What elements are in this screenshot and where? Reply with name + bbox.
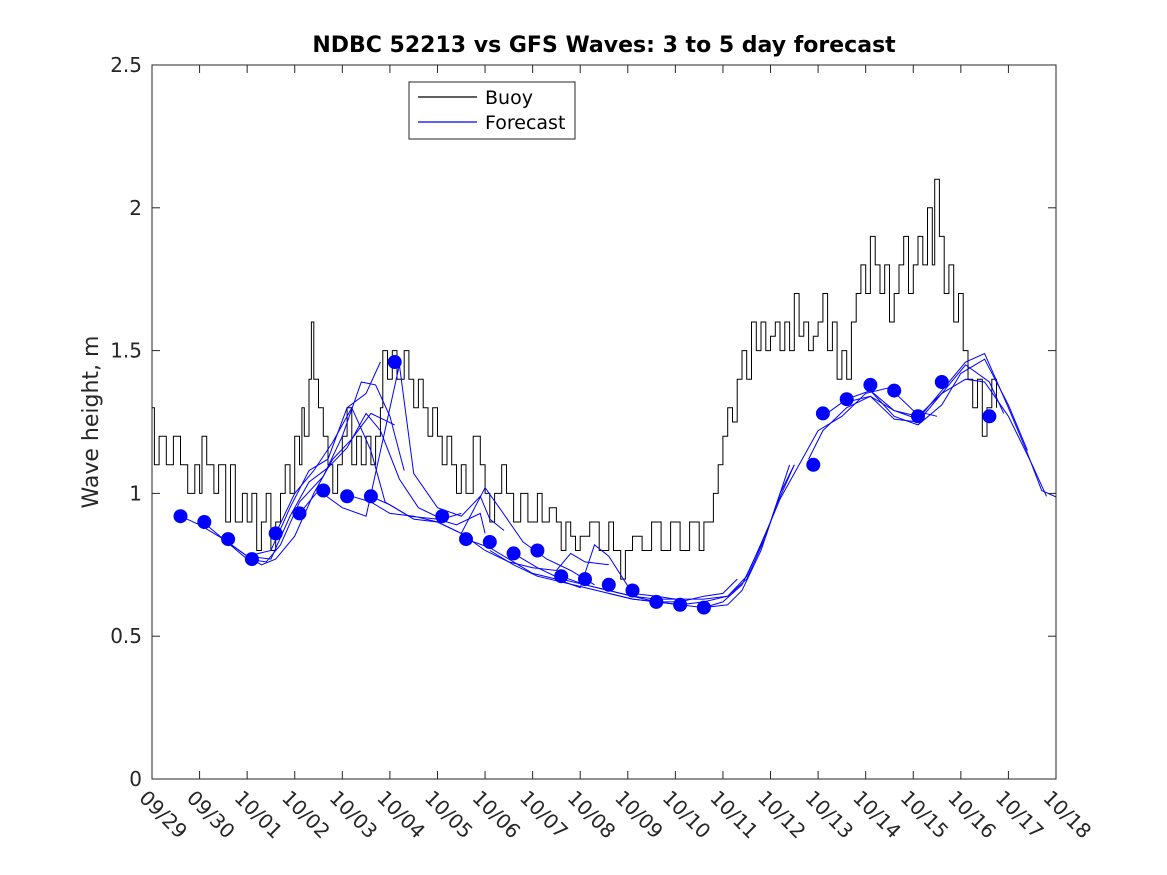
forecast-marker-25 bbox=[839, 392, 854, 407]
y-tick-label: 0.5 bbox=[110, 624, 142, 648]
series-group bbox=[152, 178, 1056, 615]
forecast-marker-23 bbox=[806, 457, 821, 472]
forecast-run-line-3 bbox=[223, 412, 462, 560]
buoy-series-line bbox=[152, 178, 997, 580]
forecast-marker-5 bbox=[268, 526, 283, 541]
forecast-marker-16 bbox=[554, 569, 569, 584]
forecast-marker-1 bbox=[173, 509, 188, 524]
forecast-run-line-16 bbox=[822, 358, 1028, 451]
legend-buoy-label: Buoy bbox=[485, 87, 533, 109]
forecast-marker-14 bbox=[506, 546, 521, 561]
forecast-run-line-6 bbox=[299, 364, 505, 531]
chart-title: NDBC 52213 vs GFS Waves: 3 to 5 day fore… bbox=[312, 33, 896, 58]
forecast-marker-17 bbox=[578, 572, 592, 587]
forecast-marker-28 bbox=[911, 409, 925, 424]
forecast-run-line-13 bbox=[608, 464, 795, 606]
forecast-marker-30 bbox=[982, 409, 997, 424]
forecast-marker-18 bbox=[601, 577, 616, 592]
forecast-marker-26 bbox=[863, 377, 878, 392]
forecast-marker-4 bbox=[244, 552, 259, 567]
forecast-run-line-1 bbox=[180, 412, 395, 566]
legend: Buoy Forecast bbox=[408, 81, 576, 140]
forecast-marker-13 bbox=[482, 535, 497, 549]
forecast-marker-7 bbox=[316, 483, 331, 498]
forecast-run-line-2 bbox=[199, 381, 405, 563]
forecast-run-line-5 bbox=[275, 406, 486, 534]
y-tick-label: 2 bbox=[129, 196, 142, 220]
y-axis-label: Wave height, m bbox=[79, 336, 104, 509]
axes-box bbox=[151, 64, 1057, 780]
legend-box bbox=[408, 81, 576, 140]
y-tick-label: 2.5 bbox=[110, 53, 142, 77]
forecast-marker-19 bbox=[625, 583, 640, 598]
forecast-run-line-17 bbox=[846, 378, 1047, 497]
y-tick-label: 1 bbox=[129, 481, 142, 505]
forecast-marker-12 bbox=[459, 532, 473, 547]
forecast-marker-11 bbox=[435, 509, 450, 524]
forecast-marker-24 bbox=[815, 406, 830, 421]
forecast-marker-2 bbox=[197, 515, 212, 529]
y-tick-label: 1.5 bbox=[110, 339, 142, 363]
forecast-marker-8 bbox=[340, 489, 355, 504]
legend-forecast-label: Forecast bbox=[485, 112, 565, 134]
forecast-run-line-9 bbox=[465, 538, 676, 600]
forecast-marker-20 bbox=[649, 594, 664, 609]
forecast-marker-29 bbox=[934, 375, 949, 389]
forecast-marker-22 bbox=[696, 600, 711, 615]
forecast-marker-21 bbox=[673, 597, 688, 612]
forecast-run-line-15 bbox=[808, 364, 1005, 460]
forecast-run-line-7 bbox=[351, 486, 595, 586]
forecast-marker-6 bbox=[292, 506, 307, 521]
forecast-marker-10 bbox=[387, 355, 402, 369]
plot-area bbox=[152, 65, 1056, 779]
y-tick-label: 0 bbox=[129, 767, 142, 791]
forecast-marker-27 bbox=[887, 383, 902, 398]
forecast-marker-15 bbox=[530, 543, 545, 558]
forecast-run-line-8 bbox=[370, 495, 609, 572]
series-layer bbox=[152, 178, 1056, 615]
forecast-marker-3 bbox=[221, 532, 236, 547]
forecast-run-line-4 bbox=[247, 361, 381, 557]
forecast-marker-9 bbox=[363, 489, 378, 504]
